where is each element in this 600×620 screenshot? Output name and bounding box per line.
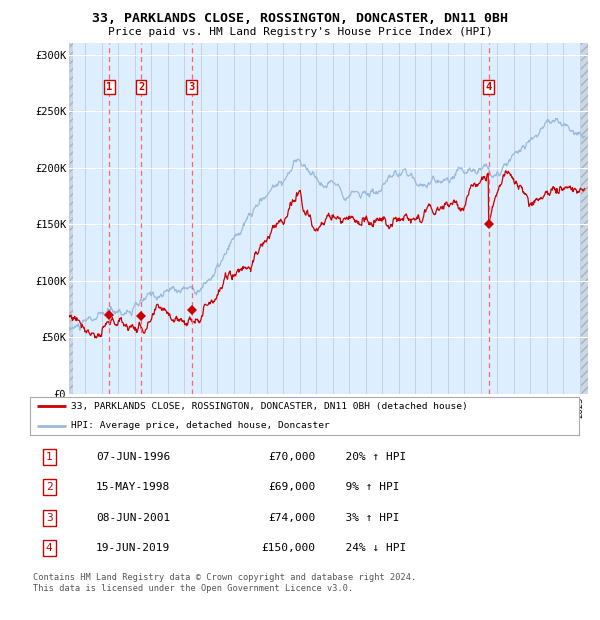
Text: 19-JUN-2019: 19-JUN-2019 — [96, 543, 170, 553]
Text: 3% ↑ HPI: 3% ↑ HPI — [332, 513, 400, 523]
Text: 33, PARKLANDS CLOSE, ROSSINGTON, DONCASTER, DN11 0BH (detached house): 33, PARKLANDS CLOSE, ROSSINGTON, DONCAST… — [71, 402, 468, 411]
Text: 15-MAY-1998: 15-MAY-1998 — [96, 482, 170, 492]
Text: 07-JUN-1996: 07-JUN-1996 — [96, 452, 170, 462]
Text: 4: 4 — [46, 543, 53, 553]
Text: 2: 2 — [46, 482, 53, 492]
Text: 4: 4 — [485, 82, 492, 92]
Bar — [69, 43, 73, 394]
Text: 3: 3 — [188, 82, 195, 92]
Text: 9% ↑ HPI: 9% ↑ HPI — [332, 482, 400, 492]
Text: 3: 3 — [46, 513, 53, 523]
Text: Contains HM Land Registry data © Crown copyright and database right 2024.: Contains HM Land Registry data © Crown c… — [33, 574, 416, 583]
Text: £69,000: £69,000 — [268, 482, 316, 492]
Text: HPI: Average price, detached house, Doncaster: HPI: Average price, detached house, Donc… — [71, 421, 330, 430]
Text: 24% ↓ HPI: 24% ↓ HPI — [332, 543, 406, 553]
Text: 08-JUN-2001: 08-JUN-2001 — [96, 513, 170, 523]
Text: 2: 2 — [138, 82, 144, 92]
Text: 33, PARKLANDS CLOSE, ROSSINGTON, DONCASTER, DN11 0BH: 33, PARKLANDS CLOSE, ROSSINGTON, DONCAST… — [92, 12, 508, 25]
Text: This data is licensed under the Open Government Licence v3.0.: This data is licensed under the Open Gov… — [33, 584, 353, 593]
Text: 1: 1 — [46, 452, 53, 462]
Text: 20% ↑ HPI: 20% ↑ HPI — [332, 452, 406, 462]
Text: £74,000: £74,000 — [268, 513, 316, 523]
Text: 1: 1 — [106, 82, 112, 92]
Text: Price paid vs. HM Land Registry's House Price Index (HPI): Price paid vs. HM Land Registry's House … — [107, 27, 493, 37]
Bar — [581, 43, 590, 394]
Text: £70,000: £70,000 — [268, 452, 316, 462]
Text: £150,000: £150,000 — [262, 543, 316, 553]
